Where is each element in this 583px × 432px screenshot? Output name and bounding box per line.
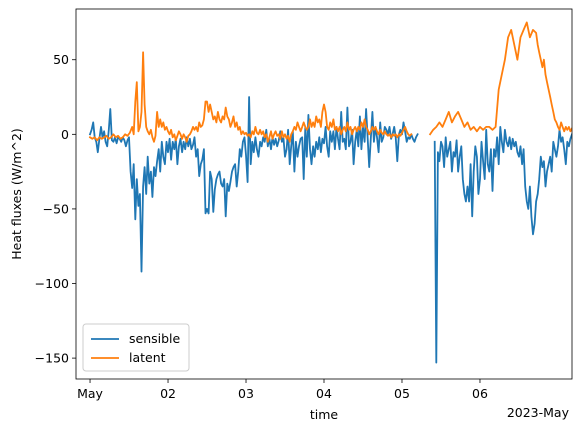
x-tick-label: 02 bbox=[160, 386, 176, 401]
series-line-latent bbox=[88, 51, 413, 143]
y-tick-label: −50 bbox=[43, 201, 69, 216]
plot-area bbox=[76, 9, 572, 379]
legend-box bbox=[82, 323, 190, 372]
legend-label-latent: latent bbox=[129, 350, 166, 365]
y-tick-label: 50 bbox=[53, 52, 69, 67]
x-axis: May 02 03 04 05 06 bbox=[77, 379, 488, 401]
y-tick-label: −150 bbox=[35, 351, 69, 366]
y-axis-title: Heat fluxes (W/m^2) bbox=[9, 128, 24, 260]
x-tick-label: May bbox=[77, 386, 103, 401]
x-tick-label: 06 bbox=[472, 386, 488, 401]
series-line-sensible-after-gap bbox=[433, 126, 572, 364]
legend-label-sensible: sensible bbox=[129, 331, 181, 346]
series-line-latent-after-gap bbox=[428, 21, 572, 136]
x-axis-offset-label: 2023-May bbox=[507, 405, 570, 420]
y-axis: 50 0 −50 −100 −150 bbox=[35, 52, 76, 366]
y-tick-label: −100 bbox=[35, 276, 69, 291]
x-tick-label: 05 bbox=[394, 386, 410, 401]
y-tick-label: 0 bbox=[61, 127, 69, 142]
x-tick-label: 04 bbox=[316, 386, 332, 401]
legend: sensible latent bbox=[82, 323, 190, 372]
series-layer bbox=[88, 21, 572, 364]
x-tick-label: 03 bbox=[238, 386, 254, 401]
x-axis-title: time bbox=[310, 407, 339, 422]
